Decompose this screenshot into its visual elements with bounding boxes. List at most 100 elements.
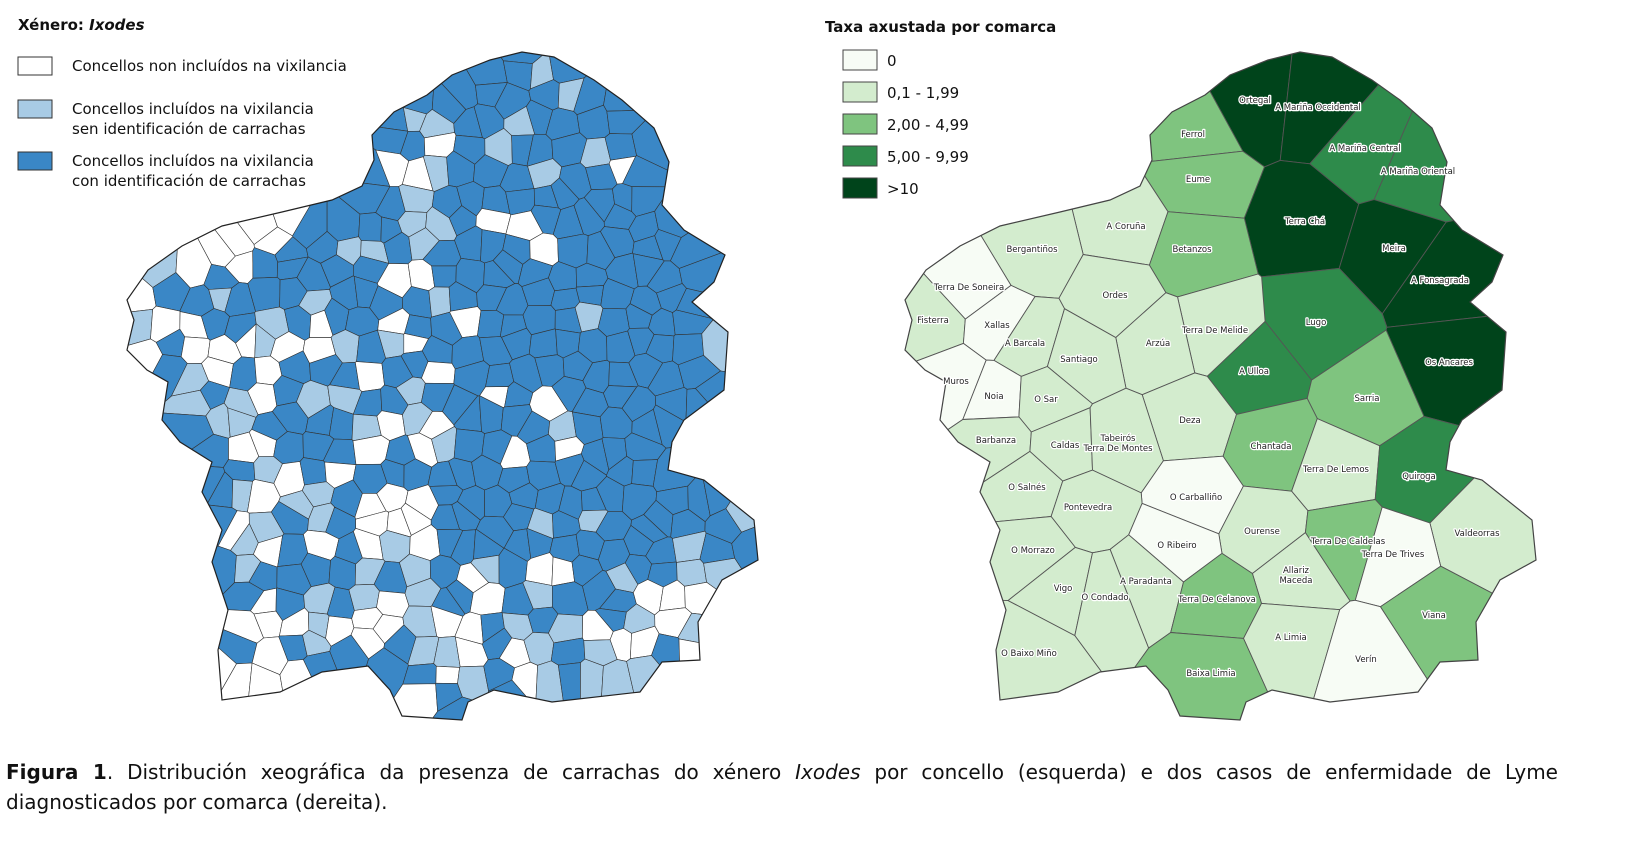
legend-label: con identificación de carrachas xyxy=(72,172,306,190)
comarca-label: A Coruña xyxy=(1106,222,1145,232)
comarca-label: A Mariña Central xyxy=(1329,144,1400,154)
concello-area xyxy=(676,558,707,587)
legend-label: 0 xyxy=(887,52,897,70)
comarca-label: Muros xyxy=(943,377,969,387)
legend-label: Concellos non incluídos na vixilancia xyxy=(72,57,347,75)
concello-area xyxy=(678,638,735,697)
comarca-label: Terra De Lemos xyxy=(1302,465,1370,475)
comarca-label: Deza xyxy=(1179,416,1200,426)
comarca-map xyxy=(905,52,1536,720)
caption-text: . Distribución xeográfica da presenza de… xyxy=(106,760,796,784)
legend-label: Concellos incluídos na vixilancia xyxy=(72,152,314,170)
concello-area xyxy=(402,663,437,685)
comarca-label: Quiroga xyxy=(1402,472,1436,482)
concello-area xyxy=(603,60,666,112)
figure: Ortegal A Mariña Occidental Ferrol A Mariña… xyxy=(17,16,1537,721)
comarca-label: Terra De Soneira xyxy=(933,283,1004,293)
concello-area xyxy=(352,435,391,465)
comarca-area xyxy=(1296,599,1536,720)
legend-swatch xyxy=(17,99,53,119)
comarca-label: A Fonsagrada xyxy=(1411,276,1469,286)
comarca-label: O Sar xyxy=(1034,395,1058,405)
comarca-area xyxy=(1379,565,1536,720)
comarca-label: Ourense xyxy=(1244,527,1280,537)
comarca-label: O Ribeiro xyxy=(1157,541,1196,551)
comarca-label: Noia xyxy=(984,392,1003,402)
comarca-label: A Barcala xyxy=(1005,339,1045,349)
comarca-label: O Condado xyxy=(1081,593,1128,603)
legend-label: Concellos incluídos na vixilancia xyxy=(72,100,314,118)
legend-title: Xénero: Ixodes xyxy=(18,16,145,34)
comarca-label: Barbanza xyxy=(976,436,1016,446)
comarca-label: A Ulloa xyxy=(1239,367,1269,377)
concello-area xyxy=(299,457,327,486)
comarca-label: Tabeirós xyxy=(1100,433,1136,444)
concello-area xyxy=(685,388,745,451)
comarca-label: Lugo xyxy=(1306,318,1327,328)
comarca-label: Maceda xyxy=(1279,576,1312,586)
caption-text: por concello (esquerda) e dos casos de e… xyxy=(6,760,1558,814)
comarca-label: Verín xyxy=(1355,655,1377,665)
legend-title: Taxa axustada por comarca xyxy=(825,18,1056,36)
comarca-label: Chantada xyxy=(1250,442,1291,452)
legend-label: 0,1 - 1,99 xyxy=(887,84,959,102)
comarca-label: Sarria xyxy=(1354,394,1379,404)
comarca-label: Terra De Melide xyxy=(1181,326,1248,336)
legend-swatch xyxy=(842,177,878,199)
legend-swatch xyxy=(842,81,878,103)
comarca-label: Terra Chá xyxy=(1284,217,1325,227)
comarca-label: Xallas xyxy=(984,321,1010,331)
comarca-label: Viana xyxy=(1422,611,1446,621)
concello-area xyxy=(369,57,435,115)
concello-area xyxy=(354,74,409,132)
comarca-label: Ortegal xyxy=(1239,96,1271,106)
concello-area xyxy=(435,665,460,684)
comarca-label: Pontevedra xyxy=(1064,503,1112,513)
comarca-label: Ferrol xyxy=(1181,130,1205,140)
concello-area xyxy=(127,251,157,318)
comarca-label: A Mariña Oriental xyxy=(1381,167,1455,177)
caption: Figura 1. Distribución xeográfica da pre… xyxy=(6,757,1558,817)
legend-label: >10 xyxy=(887,180,919,198)
comarca-label: Terra De Trives xyxy=(1361,550,1425,560)
comarca-label: A Mariña Occidental xyxy=(1275,103,1361,113)
comarca-label: O Baixo Miño xyxy=(1001,649,1057,659)
concello-area xyxy=(548,52,609,84)
legend-title-genus: Ixodes xyxy=(89,16,144,34)
legend-swatch xyxy=(842,113,878,135)
concello-area xyxy=(580,658,604,720)
comarca-label: Vigo xyxy=(1054,584,1073,594)
comarca-label: O Carballiño xyxy=(1170,493,1222,503)
comarca-label: O Morrazo xyxy=(1011,546,1055,556)
legend-swatch xyxy=(17,151,53,171)
concello-area xyxy=(479,52,566,64)
concello-area xyxy=(421,361,456,384)
comarca-label: Valdeorras xyxy=(1454,529,1500,539)
concello-area xyxy=(354,361,385,392)
comarca-label: Terra De Caldelas xyxy=(1310,537,1386,547)
comarca-label: A Limia xyxy=(1275,633,1306,643)
comarca-label: A Paradanta xyxy=(1120,577,1172,587)
concello-area xyxy=(348,583,380,611)
comarca-label: Betanzos xyxy=(1172,245,1212,255)
concello-area xyxy=(604,133,637,161)
comarca-label: Caldas xyxy=(1051,441,1080,451)
comarca-label: Santiago xyxy=(1060,355,1098,365)
legend-swatch xyxy=(842,145,878,167)
coastline xyxy=(904,51,1537,721)
comarca-area xyxy=(905,66,1012,320)
comarca-label: O Salnés xyxy=(1008,482,1046,493)
legend-label: 2,00 - 4,99 xyxy=(887,116,969,134)
coastline xyxy=(126,51,759,721)
legend: 0 0,1 - 1,99 2,00 - 4,99 5,00 - 9,99 >10 xyxy=(842,49,969,199)
comarca-label: Terra De Montes xyxy=(1082,444,1153,454)
caption-genus: Ixodes xyxy=(795,760,861,784)
legend-swatch xyxy=(842,49,878,71)
legend-swatch xyxy=(17,56,53,76)
comarca-label: Ordes xyxy=(1102,291,1128,301)
comarca-label: Meira xyxy=(1382,244,1406,254)
concello-area xyxy=(626,655,691,718)
comarca-label: Os Ancares xyxy=(1425,358,1473,368)
